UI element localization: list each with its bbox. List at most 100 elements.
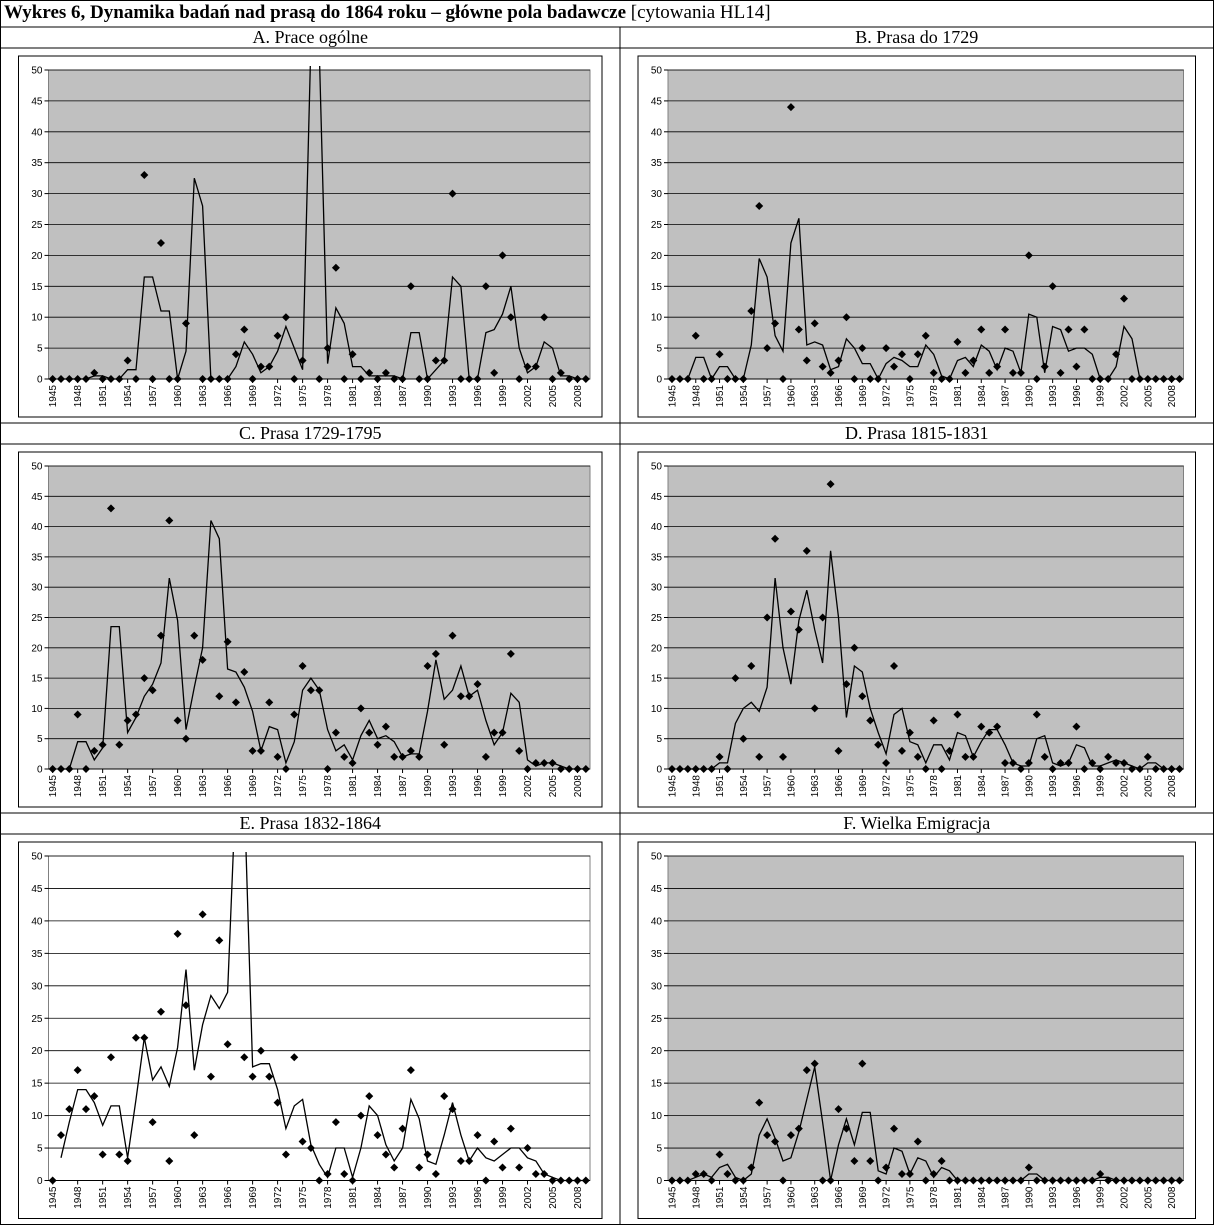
point <box>431 356 440 365</box>
point <box>929 368 938 377</box>
point <box>937 765 946 773</box>
chart-title: B. Prasa do 1729 <box>855 27 978 47</box>
x-tick-label: 1981 <box>348 385 359 408</box>
point <box>273 1098 282 1107</box>
point <box>1032 375 1041 383</box>
point <box>281 765 290 773</box>
point <box>215 375 224 383</box>
point <box>1080 765 1089 773</box>
x-tick-label: 1954 <box>123 1186 134 1209</box>
point <box>306 686 315 695</box>
point <box>882 758 891 767</box>
point <box>323 765 332 773</box>
y-tick-label: 5 <box>37 344 43 355</box>
y-tick-label: 0 <box>656 765 662 776</box>
trendline <box>679 218 1180 381</box>
x-tick-label: 1975 <box>905 1186 916 1209</box>
point <box>945 1176 954 1185</box>
point <box>173 716 182 725</box>
point <box>731 1176 740 1185</box>
y-tick-label: 35 <box>651 949 663 960</box>
x-tick-label: 1969 <box>248 385 259 408</box>
point <box>890 661 899 670</box>
x-tick-label: 1990 <box>423 1186 434 1209</box>
plot: 0 5 10 15 20 25 30 35 40 45 50 1945 1948 1951 1954 1957… <box>31 462 590 798</box>
point <box>156 631 165 640</box>
x-tick-label: 1957 <box>148 1186 159 1209</box>
x-tick-label: 1975 <box>298 775 309 798</box>
point <box>90 368 99 377</box>
point <box>1104 752 1113 761</box>
point <box>1048 282 1057 291</box>
point <box>340 752 349 761</box>
x-tick-label: 1957 <box>148 775 159 798</box>
point <box>348 1176 357 1185</box>
point <box>1048 1176 1057 1185</box>
point <box>173 375 182 383</box>
point <box>473 1131 482 1140</box>
point <box>1159 1176 1168 1185</box>
point <box>1151 375 1160 383</box>
x-tick-label: 2002 <box>523 775 534 798</box>
point <box>123 716 132 725</box>
point <box>913 1137 922 1146</box>
point <box>148 686 157 695</box>
point <box>826 368 835 377</box>
x-tick-label: 1975 <box>298 1186 309 1209</box>
x-tick-label: 2005 <box>1143 385 1154 408</box>
point <box>834 1105 843 1114</box>
x-tick-label: 1963 <box>198 1186 209 1209</box>
point <box>1016 1176 1025 1185</box>
point <box>866 375 875 383</box>
point <box>265 362 274 371</box>
point <box>98 740 107 749</box>
point <box>850 643 859 652</box>
y-tick-label: 10 <box>651 704 663 715</box>
point <box>763 613 772 622</box>
y-tick-label: 20 <box>31 1046 43 1057</box>
x-tick-label: 1972 <box>882 1186 893 1209</box>
point <box>993 722 1002 731</box>
point <box>73 710 82 719</box>
point <box>1040 752 1049 761</box>
x-tick-label: 1960 <box>786 1186 797 1209</box>
x-tick-label: 1987 <box>398 1186 409 1209</box>
point <box>1167 375 1176 383</box>
point <box>248 746 257 755</box>
x-tick-label: 2008 <box>1167 1186 1178 1209</box>
point <box>699 1170 708 1179</box>
y-tick-label: 30 <box>31 583 43 594</box>
point <box>905 1170 914 1179</box>
point <box>273 331 282 340</box>
x-tick-label: 1978 <box>323 385 334 408</box>
point <box>315 375 324 383</box>
y-tick-label: 35 <box>31 552 43 563</box>
x-tick-label: 2002 <box>1120 1186 1131 1209</box>
x-tick-label: 1987 <box>398 385 409 408</box>
point <box>240 325 249 334</box>
point <box>56 765 65 773</box>
point <box>373 375 382 383</box>
point <box>223 375 232 383</box>
x-tick-label: 1996 <box>1072 1186 1083 1209</box>
point <box>1001 1176 1010 1185</box>
point <box>523 1144 532 1153</box>
point <box>190 1131 199 1140</box>
x-tick-label: 1993 <box>1048 1186 1059 1209</box>
x-tick-label: 1945 <box>48 1186 59 1209</box>
x-tick-label: 1972 <box>273 775 284 798</box>
x-tick-label: 1990 <box>1024 385 1035 408</box>
point <box>961 368 970 377</box>
y-tick-label: 15 <box>651 1079 663 1090</box>
x-tick-label: 1948 <box>73 1186 84 1209</box>
y-tick-label: 30 <box>31 981 43 992</box>
point <box>515 746 524 755</box>
point <box>98 375 107 383</box>
x-tick-label: 1960 <box>173 385 184 408</box>
y-tick-label: 45 <box>651 96 663 107</box>
y-tick-label: 10 <box>31 704 43 715</box>
point <box>1135 1176 1144 1185</box>
point <box>173 929 182 938</box>
point <box>882 344 891 353</box>
y-tick-label: 40 <box>651 127 663 138</box>
